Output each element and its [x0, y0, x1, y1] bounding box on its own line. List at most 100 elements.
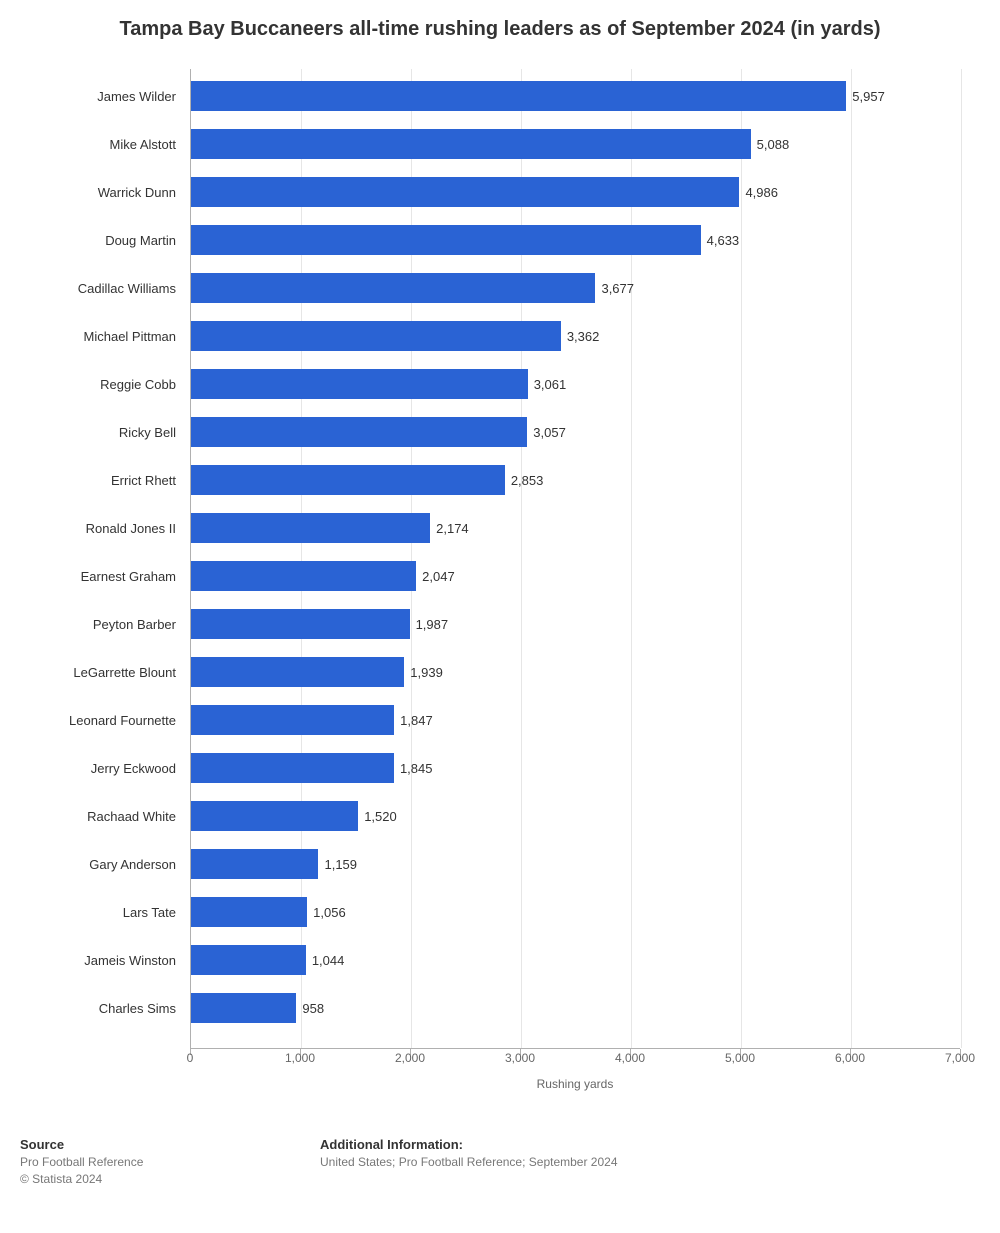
bar [191, 465, 505, 495]
bar [191, 609, 410, 639]
bar [191, 561, 416, 591]
bar-row: 3,061 [191, 369, 566, 399]
xtick-label: 5,000 [725, 1051, 755, 1065]
category-label: Rachaad White [14, 801, 184, 831]
bar-value-label: 2,174 [436, 521, 469, 536]
bar-row: 3,677 [191, 273, 634, 303]
bar-row: 1,159 [191, 849, 357, 879]
bar-value-label: 1,987 [416, 617, 449, 632]
bar-value-label: 4,986 [745, 185, 778, 200]
bar-row: 2,047 [191, 561, 455, 591]
bar-value-label: 4,633 [707, 233, 740, 248]
category-label: Ricky Bell [14, 417, 184, 447]
xtick-label: 6,000 [835, 1051, 865, 1065]
category-label: Leonard Fournette [14, 705, 184, 735]
category-label: Mike Alstott [14, 129, 184, 159]
source-line1: Pro Football Reference [20, 1154, 320, 1171]
gridline [961, 69, 962, 1048]
bar [191, 945, 306, 975]
category-label: Gary Anderson [14, 849, 184, 879]
bar-row: 1,845 [191, 753, 432, 783]
bar-value-label: 1,044 [312, 953, 345, 968]
gridline [851, 69, 852, 1048]
gridline [631, 69, 632, 1048]
bar-value-label: 3,677 [601, 281, 634, 296]
bar-row: 2,174 [191, 513, 469, 543]
bar [191, 849, 318, 879]
bar-value-label: 2,853 [511, 473, 544, 488]
bar-value-label: 1,847 [400, 713, 433, 728]
bar [191, 273, 595, 303]
gridline [411, 69, 412, 1048]
xtick-label: 2,000 [395, 1051, 425, 1065]
bar-row: 5,088 [191, 129, 789, 159]
bar-value-label: 1,939 [410, 665, 443, 680]
category-label: Earnest Graham [14, 561, 184, 591]
category-label: LeGarrette Blount [14, 657, 184, 687]
bar-row: 2,853 [191, 465, 543, 495]
bar-row: 3,057 [191, 417, 566, 447]
bar [191, 657, 404, 687]
xtick-label: 3,000 [505, 1051, 535, 1065]
x-axis-label: Rushing yards [190, 1077, 960, 1091]
category-label: Jameis Winston [14, 945, 184, 975]
bar [191, 177, 739, 207]
bar-row: 1,520 [191, 801, 397, 831]
bar-value-label: 5,957 [852, 89, 885, 104]
info-heading: Additional Information: [320, 1137, 980, 1152]
category-label: Warrick Dunn [14, 177, 184, 207]
bar [191, 417, 527, 447]
bar-row: 1,056 [191, 897, 346, 927]
bar [191, 753, 394, 783]
category-label: Cadillac Williams [14, 273, 184, 303]
bar-value-label: 1,520 [364, 809, 397, 824]
category-label: Errict Rhett [14, 465, 184, 495]
footer-info-block: Additional Information: United States; P… [320, 1137, 980, 1188]
bar-row: 958 [191, 993, 324, 1023]
footer-source-block: Source Pro Football Reference © Statista… [20, 1137, 320, 1188]
plot-area: 5,957 5,088 4,986 4,633 3,677 3,362 3,061 3,057… [190, 69, 960, 1049]
bar-value-label: 2,047 [422, 569, 455, 584]
category-label: Peyton Barber [14, 609, 184, 639]
bar-row: 5,957 [191, 81, 885, 111]
chart-title: Tampa Bay Buccaneers all-time rushing le… [20, 18, 980, 41]
xtick-label: 4,000 [615, 1051, 645, 1065]
chart-plot-wrap: 5,957 5,088 4,986 4,633 3,677 3,362 3,061 3,057… [20, 59, 980, 1109]
source-line2: © Statista 2024 [20, 1171, 320, 1188]
category-label: Lars Tate [14, 897, 184, 927]
gridline [521, 69, 522, 1048]
bar-row: 1,847 [191, 705, 433, 735]
bar [191, 801, 358, 831]
chart-footer: Source Pro Football Reference © Statista… [20, 1137, 980, 1188]
bar-value-label: 1,056 [313, 905, 346, 920]
bar-row: 4,986 [191, 177, 778, 207]
category-label: Ronald Jones II [14, 513, 184, 543]
bar [191, 513, 430, 543]
category-label: Reggie Cobb [14, 369, 184, 399]
bar [191, 321, 561, 351]
xtick-label: 7,000 [945, 1051, 975, 1065]
bar-row: 4,633 [191, 225, 739, 255]
category-label: Michael Pittman [14, 321, 184, 351]
bar-row: 1,939 [191, 657, 443, 687]
source-heading: Source [20, 1137, 320, 1152]
bar-value-label: 5,088 [757, 137, 790, 152]
bar [191, 705, 394, 735]
bar-value-label: 1,845 [400, 761, 433, 776]
bar [191, 993, 296, 1023]
category-label: James Wilder [14, 81, 184, 111]
xtick-label: 1,000 [285, 1051, 315, 1065]
bar-row: 1,987 [191, 609, 448, 639]
bar [191, 129, 751, 159]
bar-value-label: 3,061 [534, 377, 567, 392]
category-label: Charles Sims [14, 993, 184, 1023]
bar-row: 3,362 [191, 321, 599, 351]
bar-value-label: 3,362 [567, 329, 600, 344]
bar-value-label: 958 [302, 1001, 324, 1016]
bar-value-label: 3,057 [533, 425, 566, 440]
bar-row: 1,044 [191, 945, 344, 975]
gridline [741, 69, 742, 1048]
xtick-label: 0 [187, 1051, 194, 1065]
bar [191, 897, 307, 927]
category-label: Jerry Eckwood [14, 753, 184, 783]
